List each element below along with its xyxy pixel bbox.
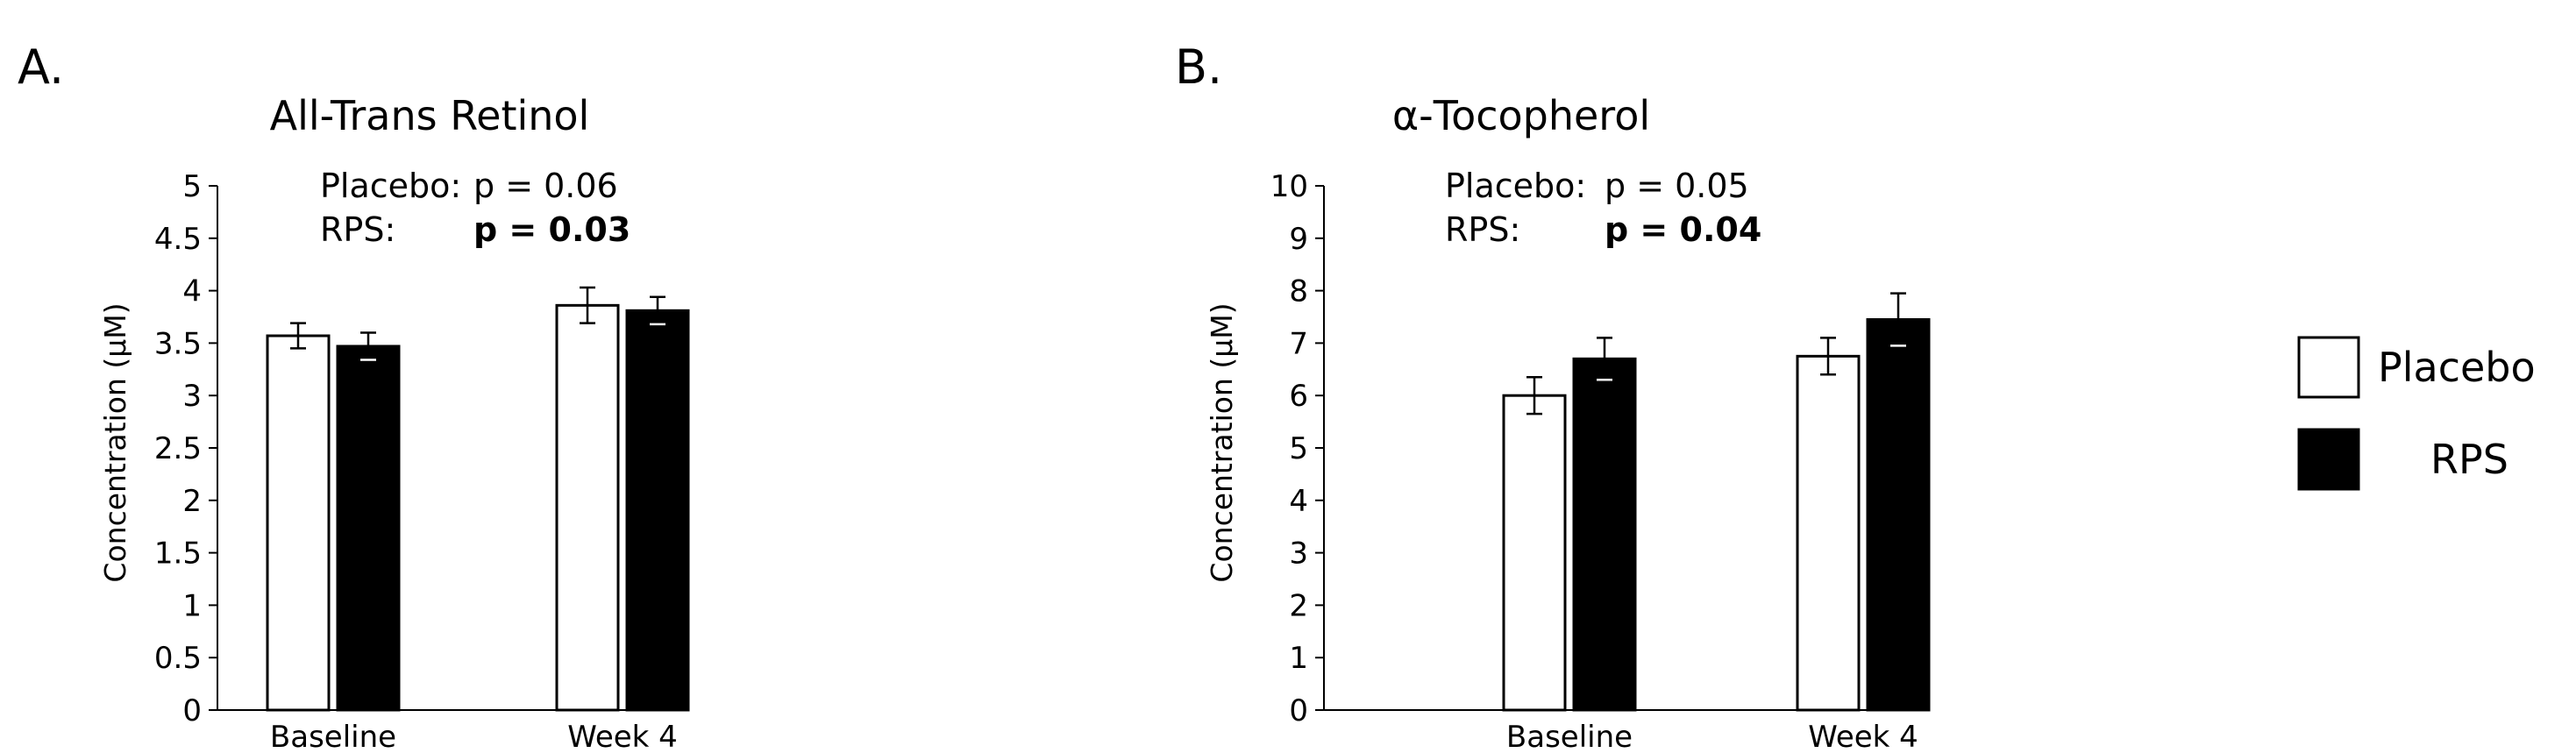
chart-title-b: α-Tocopherol bbox=[1392, 92, 1650, 139]
legend-label-placebo: Placebo bbox=[2378, 344, 2536, 391]
y-tick-label-a: 3 bbox=[182, 379, 202, 414]
y-tick-label-b: 10 bbox=[1270, 169, 1308, 204]
bar-rps-b bbox=[1572, 357, 1637, 712]
y-tick-label-a: 4 bbox=[182, 274, 202, 309]
x-tick-label-a: Baseline bbox=[270, 720, 396, 749]
y-tick-label-a: 5 bbox=[182, 169, 202, 204]
panel-letter-b: B. bbox=[1175, 39, 1222, 95]
chart-title-a: All-Trans Retinol bbox=[270, 92, 590, 139]
x-tick-label-a: Week 4 bbox=[567, 720, 678, 749]
y-tick-label-a: 2 bbox=[182, 484, 202, 519]
y-tick-label-b: 6 bbox=[1289, 379, 1308, 414]
bar-placebo-b bbox=[1502, 394, 1567, 712]
y-tick-label-b: 2 bbox=[1289, 588, 1308, 623]
legend: Placebo RPS bbox=[2297, 336, 2536, 491]
y-axis-title-b: Concentration (μM) bbox=[1205, 302, 1239, 582]
y-tick-label-b: 4 bbox=[1289, 484, 1308, 519]
legend-label-rps: RPS bbox=[2430, 436, 2508, 483]
annotation-placebo-label-b: Placebo: bbox=[1445, 167, 1586, 205]
y-tick-label-a: 1 bbox=[182, 588, 202, 623]
y-tick-label-a: 4.5 bbox=[154, 222, 202, 257]
y-tick-label-a: 0 bbox=[182, 693, 202, 728]
y-tick-label-b: 3 bbox=[1289, 536, 1308, 572]
annotation-rps-stat-a: p = 0.03 bbox=[473, 210, 630, 249]
bar-placebo-a bbox=[555, 303, 620, 712]
error-bar-placebo-b bbox=[1526, 376, 1542, 416]
legend-swatch-placebo bbox=[2297, 336, 2360, 399]
annotation-placebo-stat-a: p = 0.06 bbox=[473, 167, 618, 205]
bar-rps-b bbox=[1866, 317, 1931, 712]
plot-area-b: 0 1 2 3 4 5 6 7 8 9 10 Baseline Week 4 bbox=[1270, 169, 1931, 753]
error-bar-placebo-a bbox=[290, 322, 306, 350]
y-tick-label-a: 3.5 bbox=[154, 326, 202, 361]
error-bar-rps-b bbox=[1597, 337, 1612, 381]
x-tick-label-b: Week 4 bbox=[1808, 720, 1918, 749]
plot-area-a: 0 0.5 1 1.5 2 2.5 3 3.5 4 4.5 5 Baseline Week 4 bbox=[154, 169, 690, 753]
annotation-rps-stat-b: p = 0.04 bbox=[1605, 210, 1761, 249]
annotation-a: Placebo: p = 0.06 RPS: p = 0.03 bbox=[320, 167, 630, 249]
bar-placebo-a bbox=[266, 334, 331, 712]
y-tick-label-b: 8 bbox=[1289, 274, 1308, 309]
y-tick-label-b: 7 bbox=[1289, 326, 1308, 361]
y-axis-title-a: Concentration (μM) bbox=[98, 302, 132, 582]
y-tick-label-b: 0 bbox=[1289, 693, 1308, 728]
error-bar-rps-a bbox=[650, 295, 665, 326]
panel-letter-a: A. bbox=[18, 39, 64, 95]
panel-a: A. All-Trans Retinol Concentration (μM) … bbox=[18, 39, 690, 753]
y-tick-label-b: 1 bbox=[1289, 641, 1308, 676]
annotation-placebo-stat-b: p = 0.05 bbox=[1605, 167, 1749, 205]
error-bar-placebo-a bbox=[580, 286, 595, 324]
annotation-rps-label-b: RPS: bbox=[1445, 210, 1520, 249]
y-tick-label-a: 0.5 bbox=[154, 641, 202, 676]
error-bar-rps-a bbox=[360, 331, 376, 361]
annotation-placebo-label-a: Placebo: bbox=[320, 167, 461, 205]
legend-swatch-rps bbox=[2297, 428, 2360, 491]
bar-rps-a bbox=[625, 309, 690, 712]
y-tick-label-b: 9 bbox=[1289, 222, 1308, 257]
x-tick-label-b: Baseline bbox=[1506, 720, 1633, 749]
error-bar-rps-b bbox=[1890, 292, 1906, 347]
annotation-rps-label-a: RPS: bbox=[320, 210, 395, 249]
y-tick-label-a: 2.5 bbox=[154, 431, 202, 466]
bar-rps-a bbox=[336, 345, 401, 712]
y-tick-label-b: 5 bbox=[1289, 431, 1308, 466]
annotation-b: Placebo: p = 0.05 RPS: p = 0.04 bbox=[1445, 167, 1761, 249]
bar-placebo-b bbox=[1796, 354, 1861, 712]
y-tick-label-a: 1.5 bbox=[154, 536, 202, 572]
panel-b: B. α-Tocopherol Concentration (μM) Place… bbox=[1175, 39, 1931, 753]
error-bar-placebo-b bbox=[1820, 337, 1836, 376]
